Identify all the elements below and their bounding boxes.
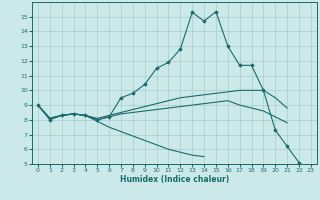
X-axis label: Humidex (Indice chaleur): Humidex (Indice chaleur) xyxy=(120,175,229,184)
